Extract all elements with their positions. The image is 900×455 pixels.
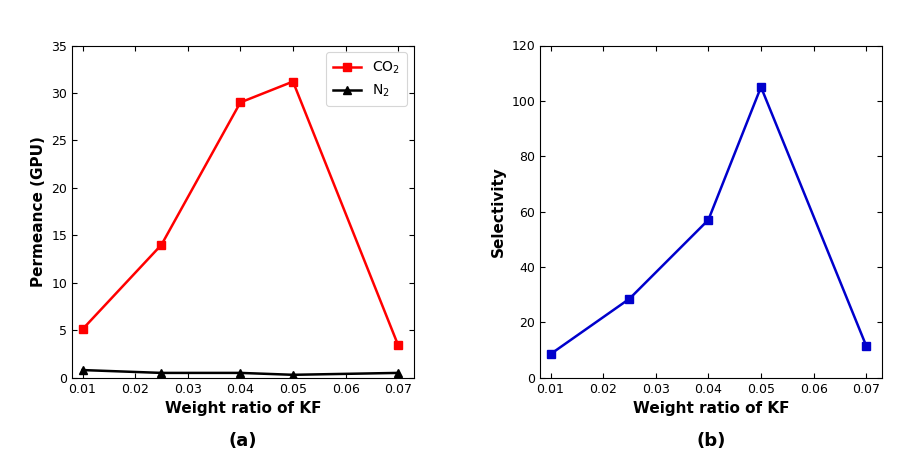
N$_2$ — [156, 370, 166, 376]
CO$_2$ — [288, 79, 299, 84]
Line: N$_2$: N$_2$ — [78, 366, 402, 379]
CO$_2$ — [392, 343, 403, 348]
N$_2$ — [392, 370, 403, 376]
CO$_2$ — [156, 242, 166, 248]
Line: CO$_2$: CO$_2$ — [78, 77, 402, 349]
N$_2$ — [77, 367, 88, 373]
CO$_2$ — [235, 100, 246, 105]
Legend: CO$_2$, N$_2$: CO$_2$, N$_2$ — [327, 52, 407, 106]
N$_2$ — [235, 370, 246, 376]
Y-axis label: Selectivity: Selectivity — [491, 166, 506, 257]
Text: (a): (a) — [229, 432, 257, 450]
X-axis label: Weight ratio of KF: Weight ratio of KF — [165, 401, 321, 416]
N$_2$ — [288, 372, 299, 378]
Y-axis label: Permeance (GPU): Permeance (GPU) — [31, 136, 46, 287]
Text: (b): (b) — [697, 432, 725, 450]
X-axis label: Weight ratio of KF: Weight ratio of KF — [633, 401, 789, 416]
CO$_2$ — [77, 327, 88, 332]
